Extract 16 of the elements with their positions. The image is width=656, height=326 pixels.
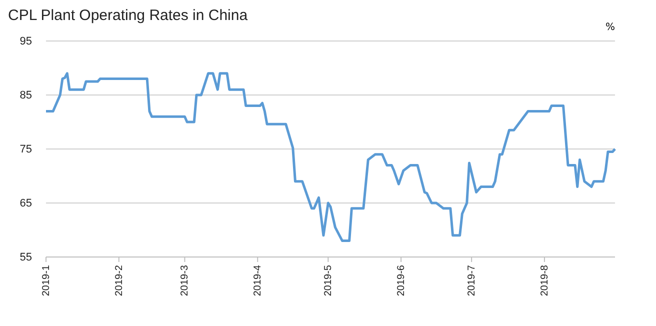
x-tick-label: 2019-4 bbox=[252, 264, 264, 296]
y-tick-label: 55 bbox=[20, 252, 32, 264]
x-tick-label: 2019-1 bbox=[41, 264, 52, 296]
x-tick-label: 2019-2 bbox=[114, 264, 125, 296]
y-tick-label: 75 bbox=[20, 144, 32, 156]
x-tick-label: 2019-7 bbox=[466, 264, 478, 296]
x-tick-label: 2019-5 bbox=[323, 264, 334, 296]
x-tick-label: 2019-8 bbox=[539, 264, 550, 296]
y-tick-label: 65 bbox=[20, 198, 32, 210]
chart-title: CPL Plant Operating Rates in China bbox=[8, 7, 248, 24]
line-series bbox=[44, 72, 616, 242]
y-axis-title: % bbox=[605, 22, 615, 33]
y-tick-label: 85 bbox=[20, 90, 32, 102]
x-tick-label: 2019-6 bbox=[396, 264, 408, 296]
y-tick-label: 95 bbox=[20, 36, 32, 48]
x-tick-label: 2019-3 bbox=[180, 264, 191, 296]
